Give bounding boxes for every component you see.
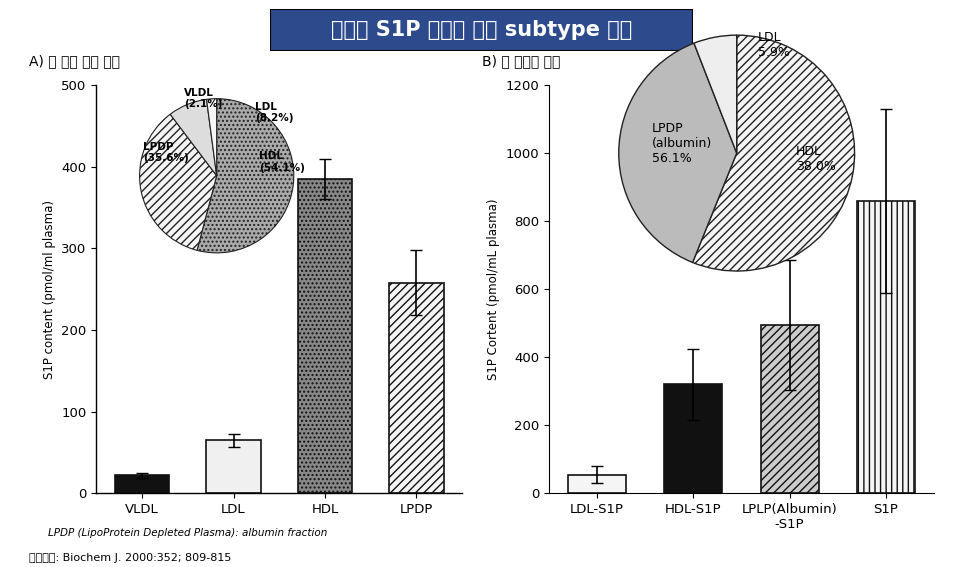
Bar	[568, 475, 626, 493]
Bar	[664, 384, 722, 493]
Wedge shape	[694, 35, 737, 153]
Text: HDL
(54.1%): HDL (54.1%)	[259, 151, 305, 173]
Wedge shape	[140, 114, 217, 251]
Wedge shape	[197, 99, 294, 253]
Text: 혈장내 S1P 단백질 결합 subtype 정량: 혈장내 S1P 단백질 결합 subtype 정량	[331, 20, 632, 40]
Y-axis label: S1P content (pmol/ml plasma): S1P content (pmol/ml plasma)	[42, 200, 56, 379]
Y-axis label: S1P Cortent (pmol/mL plasma): S1P Cortent (pmol/mL plasma)	[487, 198, 500, 380]
Bar	[857, 201, 915, 493]
Wedge shape	[619, 43, 737, 263]
Wedge shape	[692, 35, 854, 271]
Text: B) 본 연구팀 결과: B) 본 연구팀 결과	[482, 54, 560, 68]
Bar	[298, 179, 352, 493]
FancyBboxPatch shape	[270, 9, 693, 51]
Wedge shape	[170, 99, 217, 176]
Bar	[206, 440, 261, 493]
Bar	[389, 282, 444, 493]
Bar	[761, 325, 819, 493]
Text: VLDL
(2.1%): VLDL (2.1%)	[184, 88, 222, 109]
Text: LDL
(8.2%): LDL (8.2%)	[255, 101, 294, 124]
Text: LPDP
(albumin)
56.1%: LPDP (albumin) 56.1%	[652, 122, 712, 165]
Text: HDL
38.0%: HDL 38.0%	[795, 145, 836, 173]
Text: LPDP
(35.6%): LPDP (35.6%)	[143, 142, 189, 163]
Wedge shape	[206, 99, 217, 176]
Text: LDL
5.9%: LDL 5.9%	[758, 31, 790, 58]
Text: LPDP (LipoProtein Depleted Plasma): albumin fraction: LPDP (LipoProtein Depleted Plasma): albu…	[48, 528, 327, 538]
Text: 참고자료: Biochem J. 2000:352; 809-815: 참고자료: Biochem J. 2000:352; 809-815	[29, 553, 231, 564]
Bar	[115, 475, 169, 493]
Text: A) 타 연구 그룹 결과: A) 타 연구 그룹 결과	[29, 54, 119, 68]
